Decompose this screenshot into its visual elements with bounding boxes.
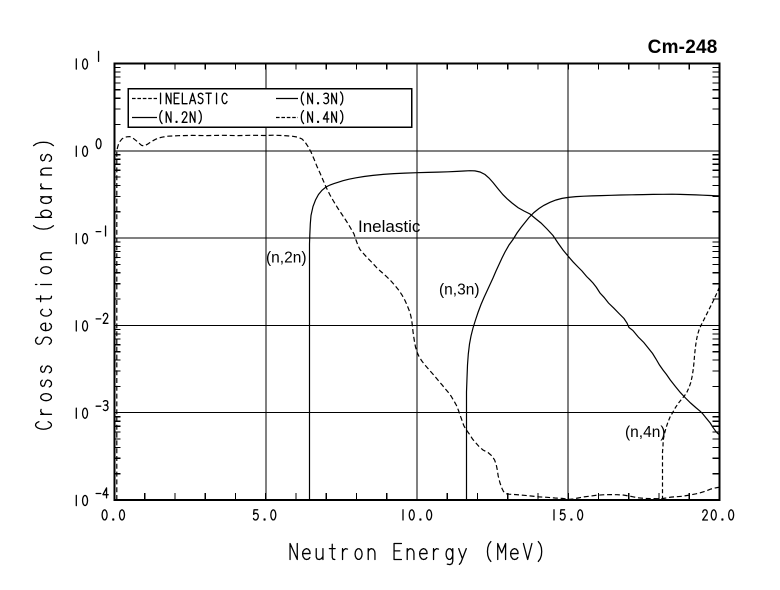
svg-text:Cm-248: Cm-248: [648, 37, 718, 58]
svg-text:(n,4n): (n,4n): [625, 424, 666, 441]
svg-text:Inelastic: Inelastic: [358, 217, 421, 236]
svg-text:(n,3n): (n,3n): [439, 282, 480, 299]
svg-text:(n,2n): (n,2n): [266, 250, 307, 267]
